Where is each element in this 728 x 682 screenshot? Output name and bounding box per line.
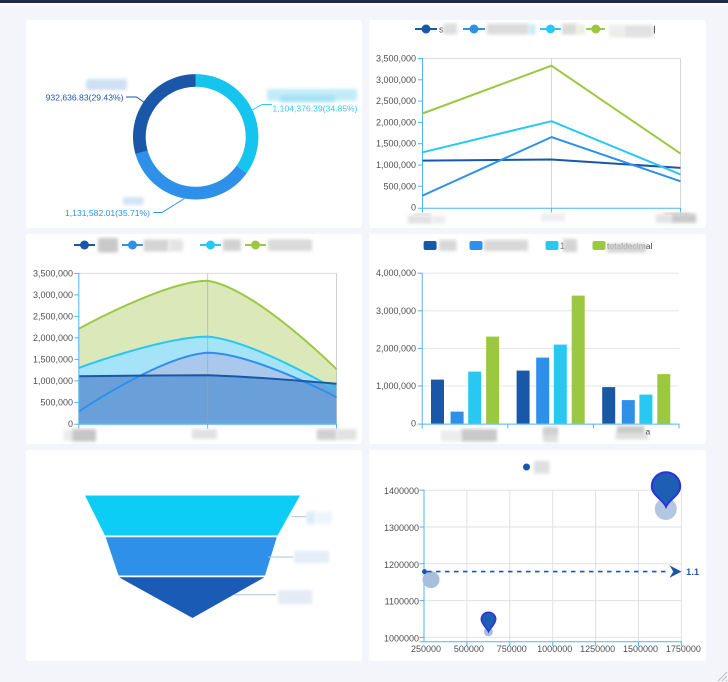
svg-text:3,500,000: 3,500,000 — [376, 54, 416, 64]
svg-text:932,636.83(29.43%): 932,636.83(29.43%) — [46, 93, 124, 103]
svg-text:1400000: 1400000 — [384, 486, 419, 496]
svg-text:750000: 750000 — [497, 644, 527, 654]
svg-text:3,000,000: 3,000,000 — [376, 75, 416, 85]
svg-text:1250000: 1250000 — [580, 644, 615, 654]
svg-text:3,000,000: 3,000,000 — [33, 290, 73, 300]
svg-text:250000: 250000 — [411, 644, 441, 654]
svg-text:3,500,000: 3,500,000 — [33, 268, 73, 278]
svg-text:1,000,000: 1,000,000 — [33, 376, 73, 386]
svg-text:1200000: 1200000 — [384, 560, 419, 570]
svg-text:0: 0 — [411, 419, 416, 429]
svg-text:3,000,000: 3,000,000 — [376, 306, 416, 316]
svg-text:2,000,000: 2,000,000 — [376, 343, 416, 353]
svg-text:a: a — [646, 427, 651, 437]
svg-text:2,000,000: 2,000,000 — [33, 333, 73, 343]
svg-text:1,104,376.39(34.85%): 1,104,376.39(34.85%) — [273, 104, 358, 114]
svg-text:1,000,000: 1,000,000 — [376, 381, 416, 391]
svg-text:s: s — [439, 25, 444, 35]
svg-text:1500000: 1500000 — [623, 644, 658, 654]
svg-text:500000: 500000 — [454, 644, 484, 654]
svg-text:1,131,582.01(35.71%): 1,131,582.01(35.71%) — [65, 208, 150, 218]
svg-text:1,500,000: 1,500,000 — [376, 139, 416, 149]
svg-text:2,000,000: 2,000,000 — [376, 117, 416, 127]
svg-text:2,500,000: 2,500,000 — [33, 311, 73, 321]
svg-text:1300000: 1300000 — [384, 523, 419, 533]
svg-text:500,000: 500,000 — [383, 181, 416, 191]
svg-text:1000000: 1000000 — [537, 644, 572, 654]
svg-text:1,000,000: 1,000,000 — [376, 160, 416, 170]
svg-text:0: 0 — [411, 203, 416, 213]
svg-text:500,000: 500,000 — [40, 397, 73, 407]
svg-text:1,500,000: 1,500,000 — [33, 354, 73, 364]
svg-text:l: l — [653, 26, 655, 37]
svg-text:4,000,000: 4,000,000 — [376, 268, 416, 278]
svg-text:2,500,000: 2,500,000 — [376, 96, 416, 106]
svg-text:1750000: 1750000 — [666, 644, 701, 654]
svg-text:0: 0 — [68, 419, 73, 429]
svg-text:1: 1 — [560, 241, 565, 251]
svg-text:1.1: 1.1 — [686, 567, 700, 578]
svg-text:1100000: 1100000 — [385, 597, 419, 607]
svg-text:1000000: 1000000 — [384, 633, 419, 643]
